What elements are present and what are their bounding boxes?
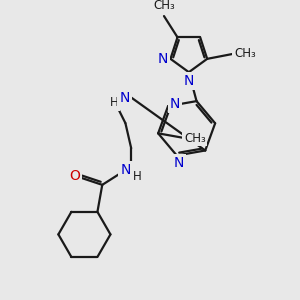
Text: H: H <box>110 96 118 110</box>
Text: O: O <box>69 169 80 183</box>
Text: N: N <box>119 91 130 105</box>
Text: H: H <box>133 170 141 183</box>
Text: N: N <box>184 74 194 88</box>
Text: CH₃: CH₃ <box>234 46 256 60</box>
Text: CH₃: CH₃ <box>184 132 206 145</box>
Text: N: N <box>169 97 180 111</box>
Text: N: N <box>120 164 130 177</box>
Text: N: N <box>158 52 168 66</box>
Text: CH₃: CH₃ <box>153 0 175 12</box>
Text: N: N <box>173 156 184 170</box>
